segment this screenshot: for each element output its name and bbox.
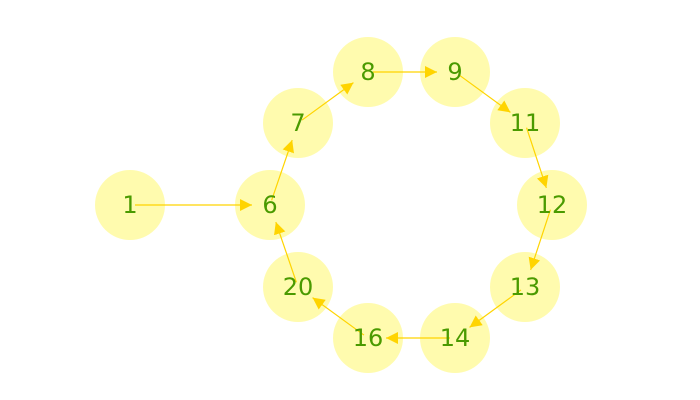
- node-label-13: 13: [510, 273, 541, 301]
- node-1: [95, 170, 165, 240]
- edge-9-to-11: [458, 74, 511, 113]
- edge-7-to-8: [301, 82, 354, 121]
- node-9: [420, 37, 490, 107]
- node-label-9: 9: [447, 58, 462, 86]
- node-12: [517, 170, 587, 240]
- edges-layer: [135, 66, 552, 344]
- nodes-layer: [95, 37, 587, 373]
- edge-11-to-12: [525, 127, 549, 189]
- node-label-8: 8: [360, 58, 375, 86]
- node-label-12: 12: [537, 191, 568, 219]
- edge-12-to-13: [528, 209, 552, 271]
- node-label-1: 1: [122, 191, 137, 219]
- node-label-11: 11: [510, 109, 541, 137]
- edge-6-to-7: [271, 139, 294, 201]
- node-13: [490, 252, 560, 322]
- edge-20-to-6: [274, 221, 297, 283]
- node-label-6: 6: [262, 191, 277, 219]
- node-16: [333, 303, 403, 373]
- node-label-14: 14: [440, 324, 471, 352]
- node-label-7: 7: [290, 109, 305, 137]
- node-7: [263, 88, 333, 158]
- edge-16-to-20: [312, 297, 365, 336]
- node-label-20: 20: [283, 273, 314, 301]
- node-label-16: 16: [353, 324, 384, 352]
- node-6: [235, 170, 305, 240]
- edge-13-to-14: [469, 289, 522, 328]
